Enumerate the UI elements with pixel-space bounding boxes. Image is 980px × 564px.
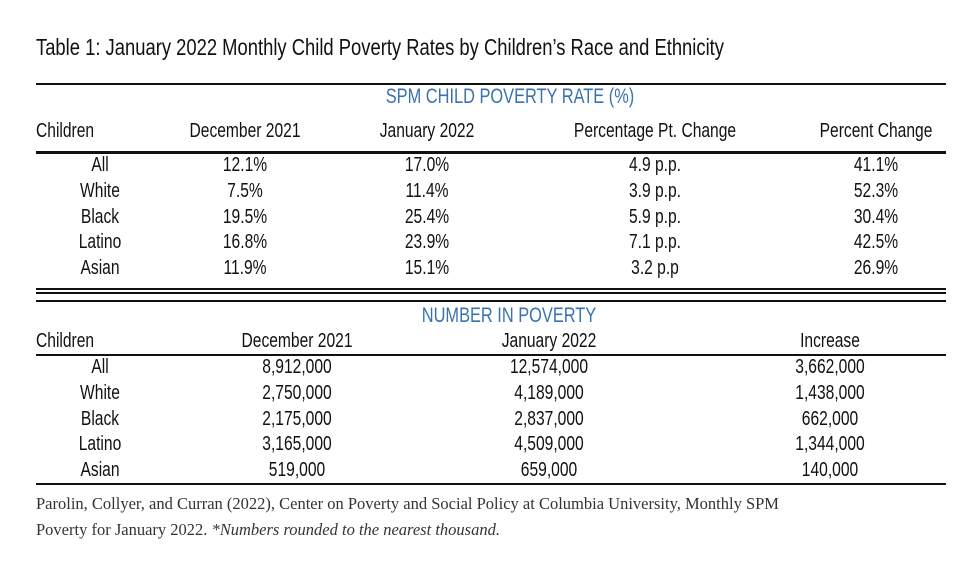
table-cell: 11.9% [223,257,267,280]
rule-number-header [36,354,946,356]
table-cell: 4.9 p.p. [628,154,682,176]
rule-rate-bottom-2 [36,292,946,294]
table-cell: 52.3% [853,179,899,202]
rule-top [36,83,946,85]
table-cell: 3.9 p.p. [628,179,682,202]
table-cell: 3,662,000 [795,356,865,378]
table-cell: 7.1 p.p. [628,231,682,254]
table-cell: 17.0% [404,154,450,176]
table-cell: 2,750,000 [262,381,332,404]
rate-table-heading: SPM CHILD POVERTY RATE (%) [385,85,635,108]
row-label: White [80,179,120,202]
table-cell: 3.2 p.p [631,257,679,280]
table-cell: 4,189,000 [514,381,584,404]
number-table-heading: NUMBER IN POVERTY [421,304,597,327]
table-cell: 1,344,000 [795,433,865,456]
table-cell: 41.1% [853,154,899,176]
table-cell: 519,000 [268,459,326,482]
row-label: All [91,356,109,378]
table-cell: 26.9% [853,257,899,280]
row-label: Black [80,407,120,430]
column-header: Increase [800,330,860,352]
rule-rate-bottom-1 [36,288,946,290]
footnote-source-line2: Poverty for January 2022. [36,520,208,539]
table-cell: 11.4% [405,179,449,202]
table-cell: 30.4% [853,205,899,228]
table-cell: 25.4% [404,205,450,228]
table-cell: 12.1% [222,154,268,176]
row-label: Asian [80,459,120,482]
column-header: Percent Change [819,120,933,142]
table-cell: 15.1% [404,257,450,280]
column-header: December 2021 [241,330,353,352]
table-cell: 19.5% [222,205,268,228]
row-label: All [91,154,109,176]
rule-number-bottom [36,483,946,485]
table-cell: 2,175,000 [262,407,332,430]
footnote-note: *Numbers rounded to the nearest thousand… [211,520,500,539]
table-cell: 4,509,000 [514,433,584,456]
column-header: January 2022 [501,330,597,352]
table-cell: 140,000 [801,459,859,482]
row-label: Latino [78,231,122,254]
table-cell: 662,000 [801,407,859,430]
row-label: Black [80,205,120,228]
column-header: Children [36,120,95,142]
table-cell: 7.5% [227,179,263,202]
row-label: White [80,381,120,404]
table-cell: 16.8% [222,231,268,254]
table-cell: 42.5% [853,231,899,254]
footnote-line2: Poverty for January 2022. *Numbers round… [36,520,500,540]
table-cell: 659,000 [520,459,578,482]
column-header: Percentage Pt. Change [573,120,737,142]
table-cell: 2,837,000 [514,407,584,430]
table-cell: 12,574,000 [509,356,589,378]
table-cell: 5.9 p.p. [628,205,682,228]
row-label: Latino [78,433,122,456]
table-cell: 1,438,000 [795,381,865,404]
table-cell: 23.9% [404,231,450,254]
rule-rate-header [36,151,946,154]
rule-number-top [36,300,946,302]
footnote-source: Parolin, Collyer, and Curran (2022), Cen… [36,494,779,513]
row-label: Asian [80,257,120,280]
column-header: Children [36,330,95,352]
table-title: Table 1: January 2022 Monthly Child Pove… [36,34,724,60]
table-cell: 8,912,000 [262,356,332,378]
column-header: January 2022 [379,120,475,142]
column-header: December 2021 [189,120,301,142]
table-cell: 3,165,000 [262,433,332,456]
